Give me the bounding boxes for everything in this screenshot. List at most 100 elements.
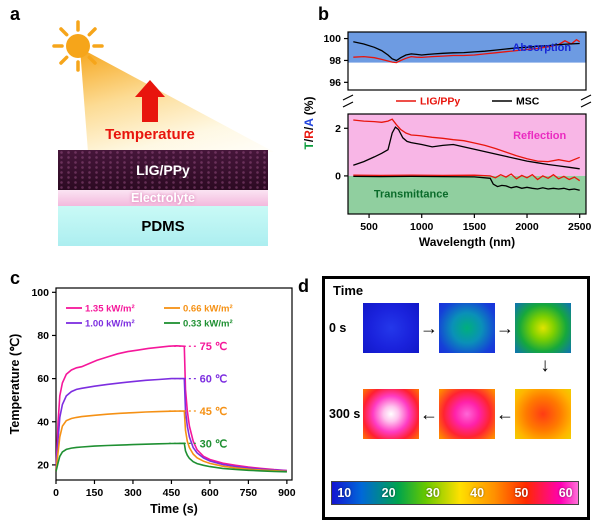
arrow-left-icon: ← — [496, 403, 514, 424]
axis-break-mark — [580, 94, 592, 101]
band-reflection — [348, 114, 586, 176]
thermal-rows: 0 s → → 300 s ← ← — [325, 301, 587, 439]
x-tick-label: 900 — [278, 487, 296, 499]
series-line — [353, 175, 580, 191]
axis-break-mark — [580, 101, 592, 108]
y-axis-label: Temperature (℃) — [8, 334, 22, 435]
x-tick-label: 450 — [163, 487, 181, 499]
panel-a: Temperature LIG/PPy Electrolyte PDMS — [0, 0, 300, 265]
thermal-row-1: 300 s ← ← — [325, 389, 587, 439]
y-tick-label: 96 — [329, 77, 341, 89]
thermal-frame-uniform-blue — [363, 303, 419, 353]
sun-icon — [52, 20, 104, 72]
panel-label-d: d — [298, 276, 309, 296]
legend-label: LIG/PPy — [420, 96, 460, 108]
panel-label-a: a — [10, 4, 21, 24]
y-tick-label: 2 — [335, 123, 341, 135]
colorbar-ticks: 10 20 30 40 50 60 — [332, 482, 578, 504]
y-axis-label: T/R/A (%) — [302, 97, 316, 150]
y-tick-label: 98 — [329, 55, 341, 67]
layer-pdms-label: PDMS — [141, 217, 185, 235]
colorbar-tick: 60 — [558, 486, 573, 500]
thermal-colorbar: 10 20 30 40 50 60 — [331, 481, 579, 505]
heating-chart: 20 40 60 80 100 0 150 300 450 600 750 900 Time (s) Te… — [8, 287, 296, 516]
series-line — [55, 377, 287, 472]
thermal-sequence-box: Time 0 s → → 300 s ← ← ↓ 10 20 30 40 50 60 — [322, 276, 590, 520]
x-tick-label: 2500 — [568, 221, 592, 233]
series-line — [353, 118, 580, 163]
panel-label-c: c — [10, 268, 21, 288]
annotation-label: 45 ℃ — [200, 406, 228, 418]
y-tick-label: 40 — [37, 416, 49, 428]
y-tick-label: 60 — [37, 373, 49, 385]
thermal-frame-teal-center — [439, 303, 495, 353]
x-tick-label: 150 — [86, 487, 104, 499]
layer-ligppy-label: LIG/PPy — [136, 162, 190, 178]
x-tick-label: 2000 — [515, 221, 539, 233]
axis-break-mark — [342, 94, 354, 101]
colorbar-tick: 50 — [514, 486, 529, 500]
legend-label: 1.35 kW/m² — [85, 304, 135, 315]
thermal-frame-magenta-hot — [439, 389, 495, 439]
annotation-label: 75 ℃ — [200, 341, 228, 353]
x-tick-label: 500 — [360, 221, 378, 233]
time-label: 300 s — [329, 407, 361, 421]
arrow-down-icon: ↓ — [540, 355, 550, 376]
annotation-label: 30 ℃ — [200, 438, 228, 450]
colorbar-tick: 10 — [337, 486, 352, 500]
panel-d: Time 0 s → → 300 s ← ← ↓ 10 20 30 40 50 60 — [308, 272, 600, 526]
series-line — [353, 38, 581, 64]
temperature-arrow-icon — [135, 80, 165, 97]
layer-electrolyte: Electrolyte — [58, 190, 268, 206]
time-label: 0 s — [329, 321, 347, 335]
x-tick-label: 750 — [240, 487, 258, 499]
thermal-row-0: 0 s → → — [325, 303, 587, 353]
arrow-right-icon: → — [420, 317, 438, 338]
band-label: Transmittance — [374, 188, 449, 200]
arrow-left-icon: ← — [420, 403, 438, 424]
y-tick-label: 80 — [37, 330, 49, 342]
colorbar-gradient — [332, 482, 578, 504]
time-header: Time — [333, 283, 364, 298]
x-axis-label: Time (s) — [150, 502, 198, 516]
series-line — [55, 410, 287, 473]
x-tick-label: 1500 — [463, 221, 487, 233]
x-tick-label: 300 — [124, 487, 142, 499]
x-tick-label: 600 — [201, 487, 219, 499]
annotation-label: 60 ℃ — [200, 374, 228, 386]
series-line — [55, 442, 287, 473]
x-axis-label: Wavelength (nm) — [419, 235, 515, 249]
panel-label-b: b — [318, 4, 329, 24]
layer-electrolyte-label: Electrolyte — [131, 191, 195, 205]
colorbar-tick: 30 — [425, 486, 440, 500]
arrow-right-icon: → — [496, 317, 514, 338]
y-tick-label: 100 — [323, 33, 341, 45]
y-tick-label: 20 — [37, 459, 49, 471]
colorbar-tick: 40 — [470, 486, 485, 500]
legend-label: 0.33 kW/m² — [183, 319, 233, 330]
series-line — [55, 344, 287, 472]
series-line — [353, 173, 581, 182]
plot-frame — [55, 287, 293, 481]
colorbar-tick: 20 — [381, 486, 396, 500]
band-label: Absorption — [512, 42, 571, 54]
x-tick-label: 0 — [53, 487, 59, 499]
y-tick-label: 0 — [335, 170, 341, 182]
series-line — [353, 126, 580, 170]
y-tick-label: 100 — [31, 287, 49, 299]
band-transmittance — [348, 175, 586, 214]
axis-break-mark — [342, 101, 354, 108]
thermal-frame-orange-hot — [515, 389, 571, 439]
legend-label: MSC — [516, 96, 540, 108]
x-tick-label: 1000 — [410, 221, 434, 233]
band-label: Reflection — [513, 130, 566, 142]
layer-ligppy: LIG/PPy — [58, 150, 268, 190]
temperature-label: Temperature — [105, 126, 195, 143]
thermal-frame-white-hot — [363, 389, 419, 439]
legend-label: 0.66 kW/m² — [183, 304, 233, 315]
series-line — [353, 41, 580, 62]
legend-label: 1.00 kW/m² — [85, 319, 135, 330]
thermal-frame-green-yellow — [515, 303, 571, 353]
